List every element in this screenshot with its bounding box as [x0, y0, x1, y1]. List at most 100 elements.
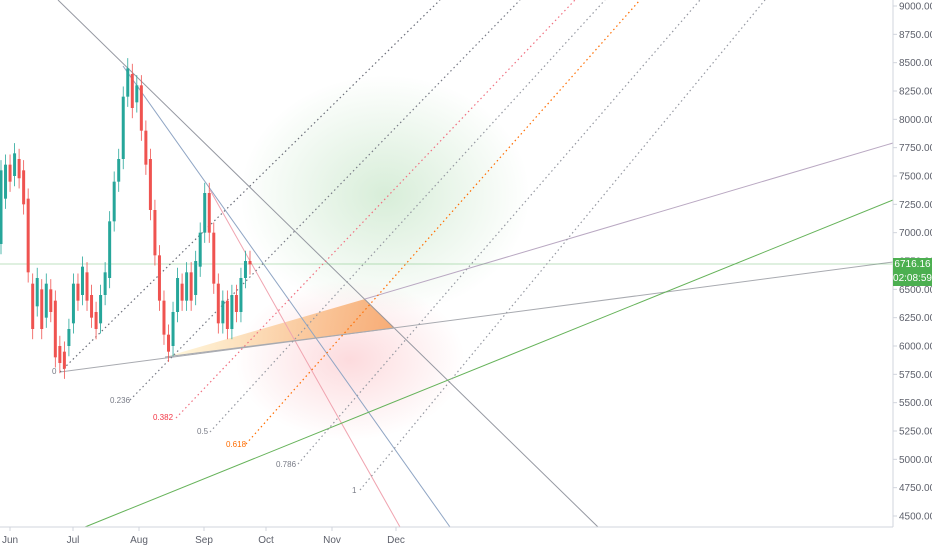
candle-body: [234, 295, 238, 312]
candle-body: [53, 300, 57, 358]
y-tick-label: 5500.00: [899, 398, 932, 409]
x-tick-label: Sep: [195, 535, 213, 546]
candle-body: [248, 261, 252, 265]
candle-body: [13, 153, 17, 176]
fib-label: 1: [352, 486, 357, 495]
fib-line-0.786: [297, 0, 701, 465]
candle-body: [194, 261, 198, 295]
fib-label: 0.618: [226, 440, 247, 449]
y-tick-label: 7000.00: [899, 228, 932, 239]
candle-body: [126, 68, 130, 97]
red-zone: [235, 280, 465, 440]
candle-body: [185, 272, 189, 301]
y-tick-label: 6000.00: [899, 342, 932, 353]
candle-body: [103, 272, 107, 295]
candle-body: [239, 278, 243, 312]
trend-line-long-descending: [57, 0, 599, 528]
candle-body: [44, 283, 48, 318]
y-tick-label: 5750.00: [899, 370, 932, 381]
y-tick-label: 7500.00: [899, 172, 932, 183]
fib-line-0.382: [175, 0, 576, 419]
y-tick-label: 9000.00: [899, 2, 932, 13]
candle-body: [71, 283, 75, 324]
trend-line-green: [84, 199, 894, 528]
y-tick-label: 5250.00: [899, 427, 932, 438]
x-tick-label: Jul: [67, 535, 80, 546]
fib-label: 0.236: [110, 396, 131, 405]
current-price-tag: 6716.16: [893, 258, 932, 272]
candle-body: [216, 283, 220, 324]
plot-area: 0 0.236 0.382 0.5 0.618 0.786 1: [0, 0, 894, 528]
fib-label: 0.5: [197, 427, 209, 436]
candle-body: [76, 283, 80, 301]
candle-body: [80, 266, 84, 295]
trend-line-upper-gray: [364, 142, 894, 300]
y-tick-label: 6250.00: [899, 313, 932, 324]
candle-body: [180, 283, 184, 301]
converging-triangle: [165, 299, 395, 357]
candle-body: [90, 295, 94, 318]
candle-body: [176, 278, 180, 312]
candle-body: [40, 289, 44, 329]
fib-label: 0: [52, 367, 57, 376]
candle-body: [49, 289, 53, 312]
candle-body: [167, 334, 171, 352]
fib-line-0: [59, 0, 441, 373]
candle-body: [230, 295, 234, 329]
candle-body: [243, 261, 247, 278]
candle-body: [130, 74, 134, 108]
x-tick-label: Oct: [258, 535, 274, 546]
candle-body: [112, 181, 116, 222]
y-tick-label: 6500.00: [899, 285, 932, 296]
y-axis: 9000.00 8750.00 8500.00 8250.00 8000.00 7750.…: [892, 0, 932, 527]
candle-body: [0, 170, 3, 244]
candle-body: [58, 346, 62, 363]
x-tick-label: Aug: [130, 535, 148, 546]
trend-line-pink: [209, 189, 401, 528]
y-tick-label: 8750.00: [899, 30, 932, 41]
candle-body: [162, 300, 166, 335]
fib-line-0.236: [129, 0, 521, 401]
y-tick-label: 8000.00: [899, 115, 932, 126]
fib-line-0.5: [209, 0, 606, 433]
candle-body: [144, 130, 148, 165]
y-tick-label: 4750.00: [899, 483, 932, 494]
candle-body: [99, 295, 103, 324]
candle-body: [207, 193, 211, 233]
candle-body: [26, 198, 30, 273]
fib-channel: [59, 0, 766, 491]
y-tick-label: 5000.00: [899, 455, 932, 466]
candle-body: [62, 351, 66, 369]
candle-body: [67, 329, 71, 346]
candle-body: [153, 210, 157, 256]
candle-body: [221, 300, 225, 324]
trend-lines: [0, 0, 894, 528]
fib-label: 0.382: [153, 413, 174, 422]
fib-labels: 0 0.236 0.382 0.5 0.618 0.786 1: [52, 367, 357, 495]
x-axis: Jun Jul Aug Sep Oct Nov Dec: [0, 526, 893, 546]
candle-body: [4, 164, 8, 199]
candle-body: [157, 255, 161, 301]
trend-line-lower-gray: [59, 261, 894, 373]
y-tick-label: 7250.00: [899, 200, 932, 211]
x-tick-label: Jun: [2, 535, 18, 546]
triangle-base: [164, 327, 396, 358]
candle-body: [85, 272, 89, 301]
candle-body: [31, 283, 35, 329]
candle-body: [8, 164, 12, 182]
x-tick-label: Dec: [387, 535, 405, 546]
candle-body: [189, 272, 193, 301]
candle-body: [203, 193, 207, 233]
green-zone: [240, 75, 530, 315]
x-tick-label: Nov: [323, 535, 341, 546]
y-tick-label: 8500.00: [899, 58, 932, 69]
candle-body: [35, 278, 39, 307]
candle-body: [225, 300, 229, 329]
candle-body: [171, 312, 175, 346]
trend-line-blue: [122, 65, 451, 528]
candle-body: [135, 85, 139, 103]
candle-body: [94, 312, 98, 329]
candle-body: [212, 232, 216, 284]
candle-body: [108, 221, 112, 278]
